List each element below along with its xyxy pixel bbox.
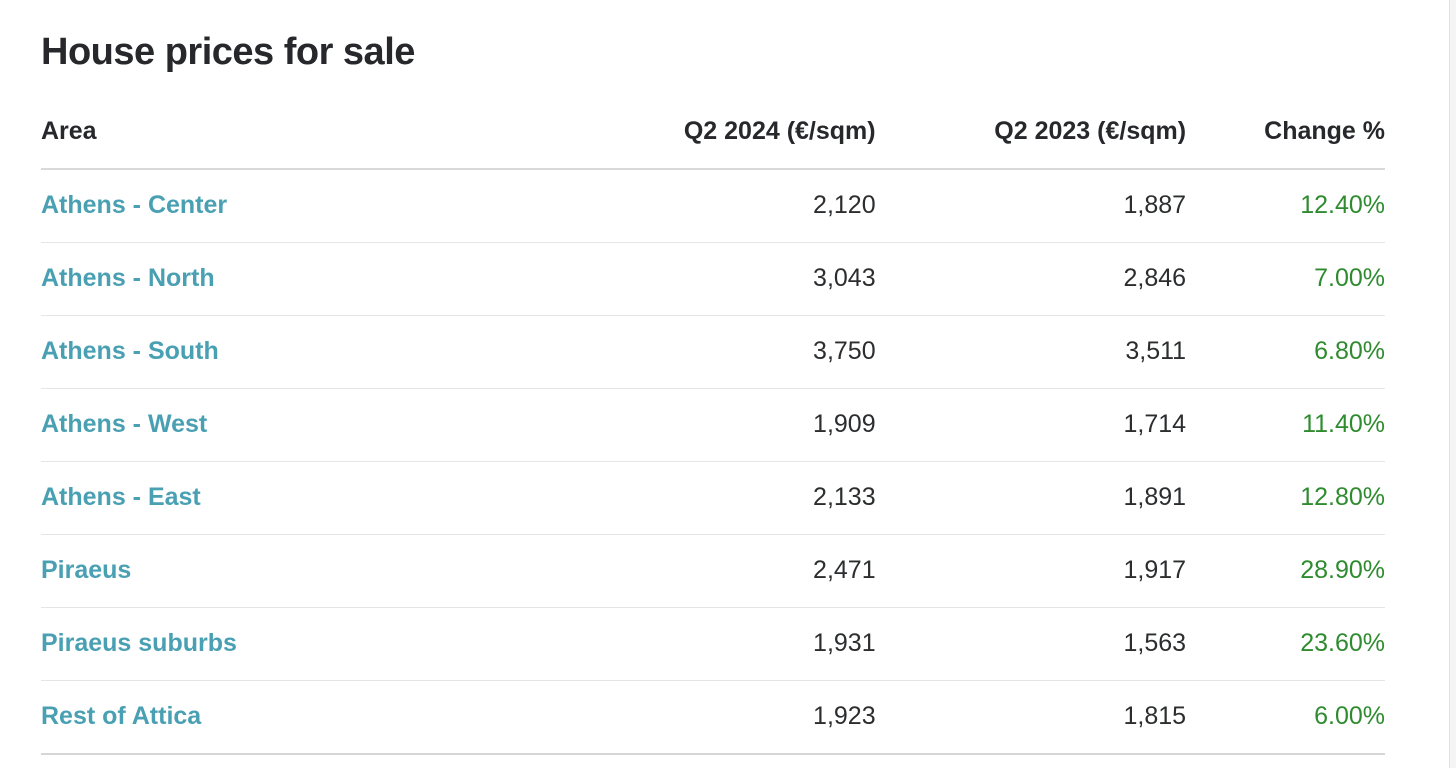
q2-2024-value: 2,471 bbox=[578, 534, 876, 608]
page-content: House prices for sale Area Q2 2024 (€/sq… bbox=[41, 31, 1385, 755]
q2-2024-value: 3,750 bbox=[578, 315, 876, 389]
q2-2023-value: 1,917 bbox=[875, 534, 1187, 608]
q2-2024-value: 1,923 bbox=[578, 680, 876, 755]
q2-2024-value: 2,133 bbox=[578, 461, 876, 535]
area-link[interactable]: Piraeus bbox=[41, 556, 132, 585]
q2-2023-value: 1,891 bbox=[875, 461, 1187, 535]
table-row: Athens - East 2,133 1,891 12.80% bbox=[41, 461, 1385, 535]
change-percent: 12.80% bbox=[1186, 461, 1385, 535]
column-header-q2-2023: Q2 2023 (€/sqm) bbox=[875, 99, 1187, 170]
q2-2023-value: 2,846 bbox=[875, 242, 1187, 316]
q2-2024-value: 1,909 bbox=[578, 388, 876, 462]
table-row: Athens - South 3,750 3,511 6.80% bbox=[41, 315, 1385, 389]
table-header-row: Area Q2 2024 (€/sqm) Q2 2023 (€/sqm) Cha… bbox=[41, 99, 1385, 170]
page-title: House prices for sale bbox=[41, 31, 415, 73]
table-row: Rest of Attica 1,923 1,815 6.00% bbox=[41, 680, 1385, 755]
change-percent: 6.00% bbox=[1186, 680, 1385, 755]
area-link[interactable]: Rest of Attica bbox=[41, 702, 202, 731]
table-row: Athens - Center 2,120 1,887 12.40% bbox=[41, 168, 1385, 243]
q2-2023-value: 1,714 bbox=[875, 388, 1187, 462]
q2-2023-value: 1,563 bbox=[875, 607, 1187, 681]
table-row: Piraeus suburbs 1,931 1,563 23.60% bbox=[41, 607, 1385, 681]
change-percent: 6.80% bbox=[1186, 315, 1385, 389]
area-link[interactable]: Athens - West bbox=[41, 410, 208, 439]
q2-2023-value: 3,511 bbox=[875, 315, 1187, 389]
area-link[interactable]: Athens - South bbox=[41, 337, 219, 366]
area-link[interactable]: Athens - East bbox=[41, 483, 201, 512]
q2-2024-value: 3,043 bbox=[578, 242, 876, 316]
column-header-q2-2024: Q2 2024 (€/sqm) bbox=[578, 99, 876, 170]
area-link[interactable]: Piraeus suburbs bbox=[41, 629, 237, 658]
area-link[interactable]: Athens - Center bbox=[41, 191, 228, 220]
change-percent: 7.00% bbox=[1186, 242, 1385, 316]
change-percent: 12.40% bbox=[1186, 168, 1385, 243]
table-row: Athens - North 3,043 2,846 7.00% bbox=[41, 242, 1385, 316]
column-header-area: Area bbox=[41, 99, 579, 170]
table-row: Piraeus 2,471 1,917 28.90% bbox=[41, 534, 1385, 608]
table-row: Athens - West 1,909 1,714 11.40% bbox=[41, 388, 1385, 462]
scrollbar-track[interactable] bbox=[1449, 0, 1456, 768]
column-header-change: Change % bbox=[1186, 99, 1385, 170]
change-percent: 11.40% bbox=[1186, 388, 1385, 462]
change-percent: 23.60% bbox=[1186, 607, 1385, 681]
change-percent: 28.90% bbox=[1186, 534, 1385, 608]
q2-2023-value: 1,815 bbox=[875, 680, 1187, 755]
area-link[interactable]: Athens - North bbox=[41, 264, 215, 293]
house-prices-table: Area Q2 2024 (€/sqm) Q2 2023 (€/sqm) Cha… bbox=[41, 99, 1385, 755]
q2-2024-value: 2,120 bbox=[578, 168, 876, 243]
q2-2024-value: 1,931 bbox=[578, 607, 876, 681]
q2-2023-value: 1,887 bbox=[875, 168, 1187, 243]
